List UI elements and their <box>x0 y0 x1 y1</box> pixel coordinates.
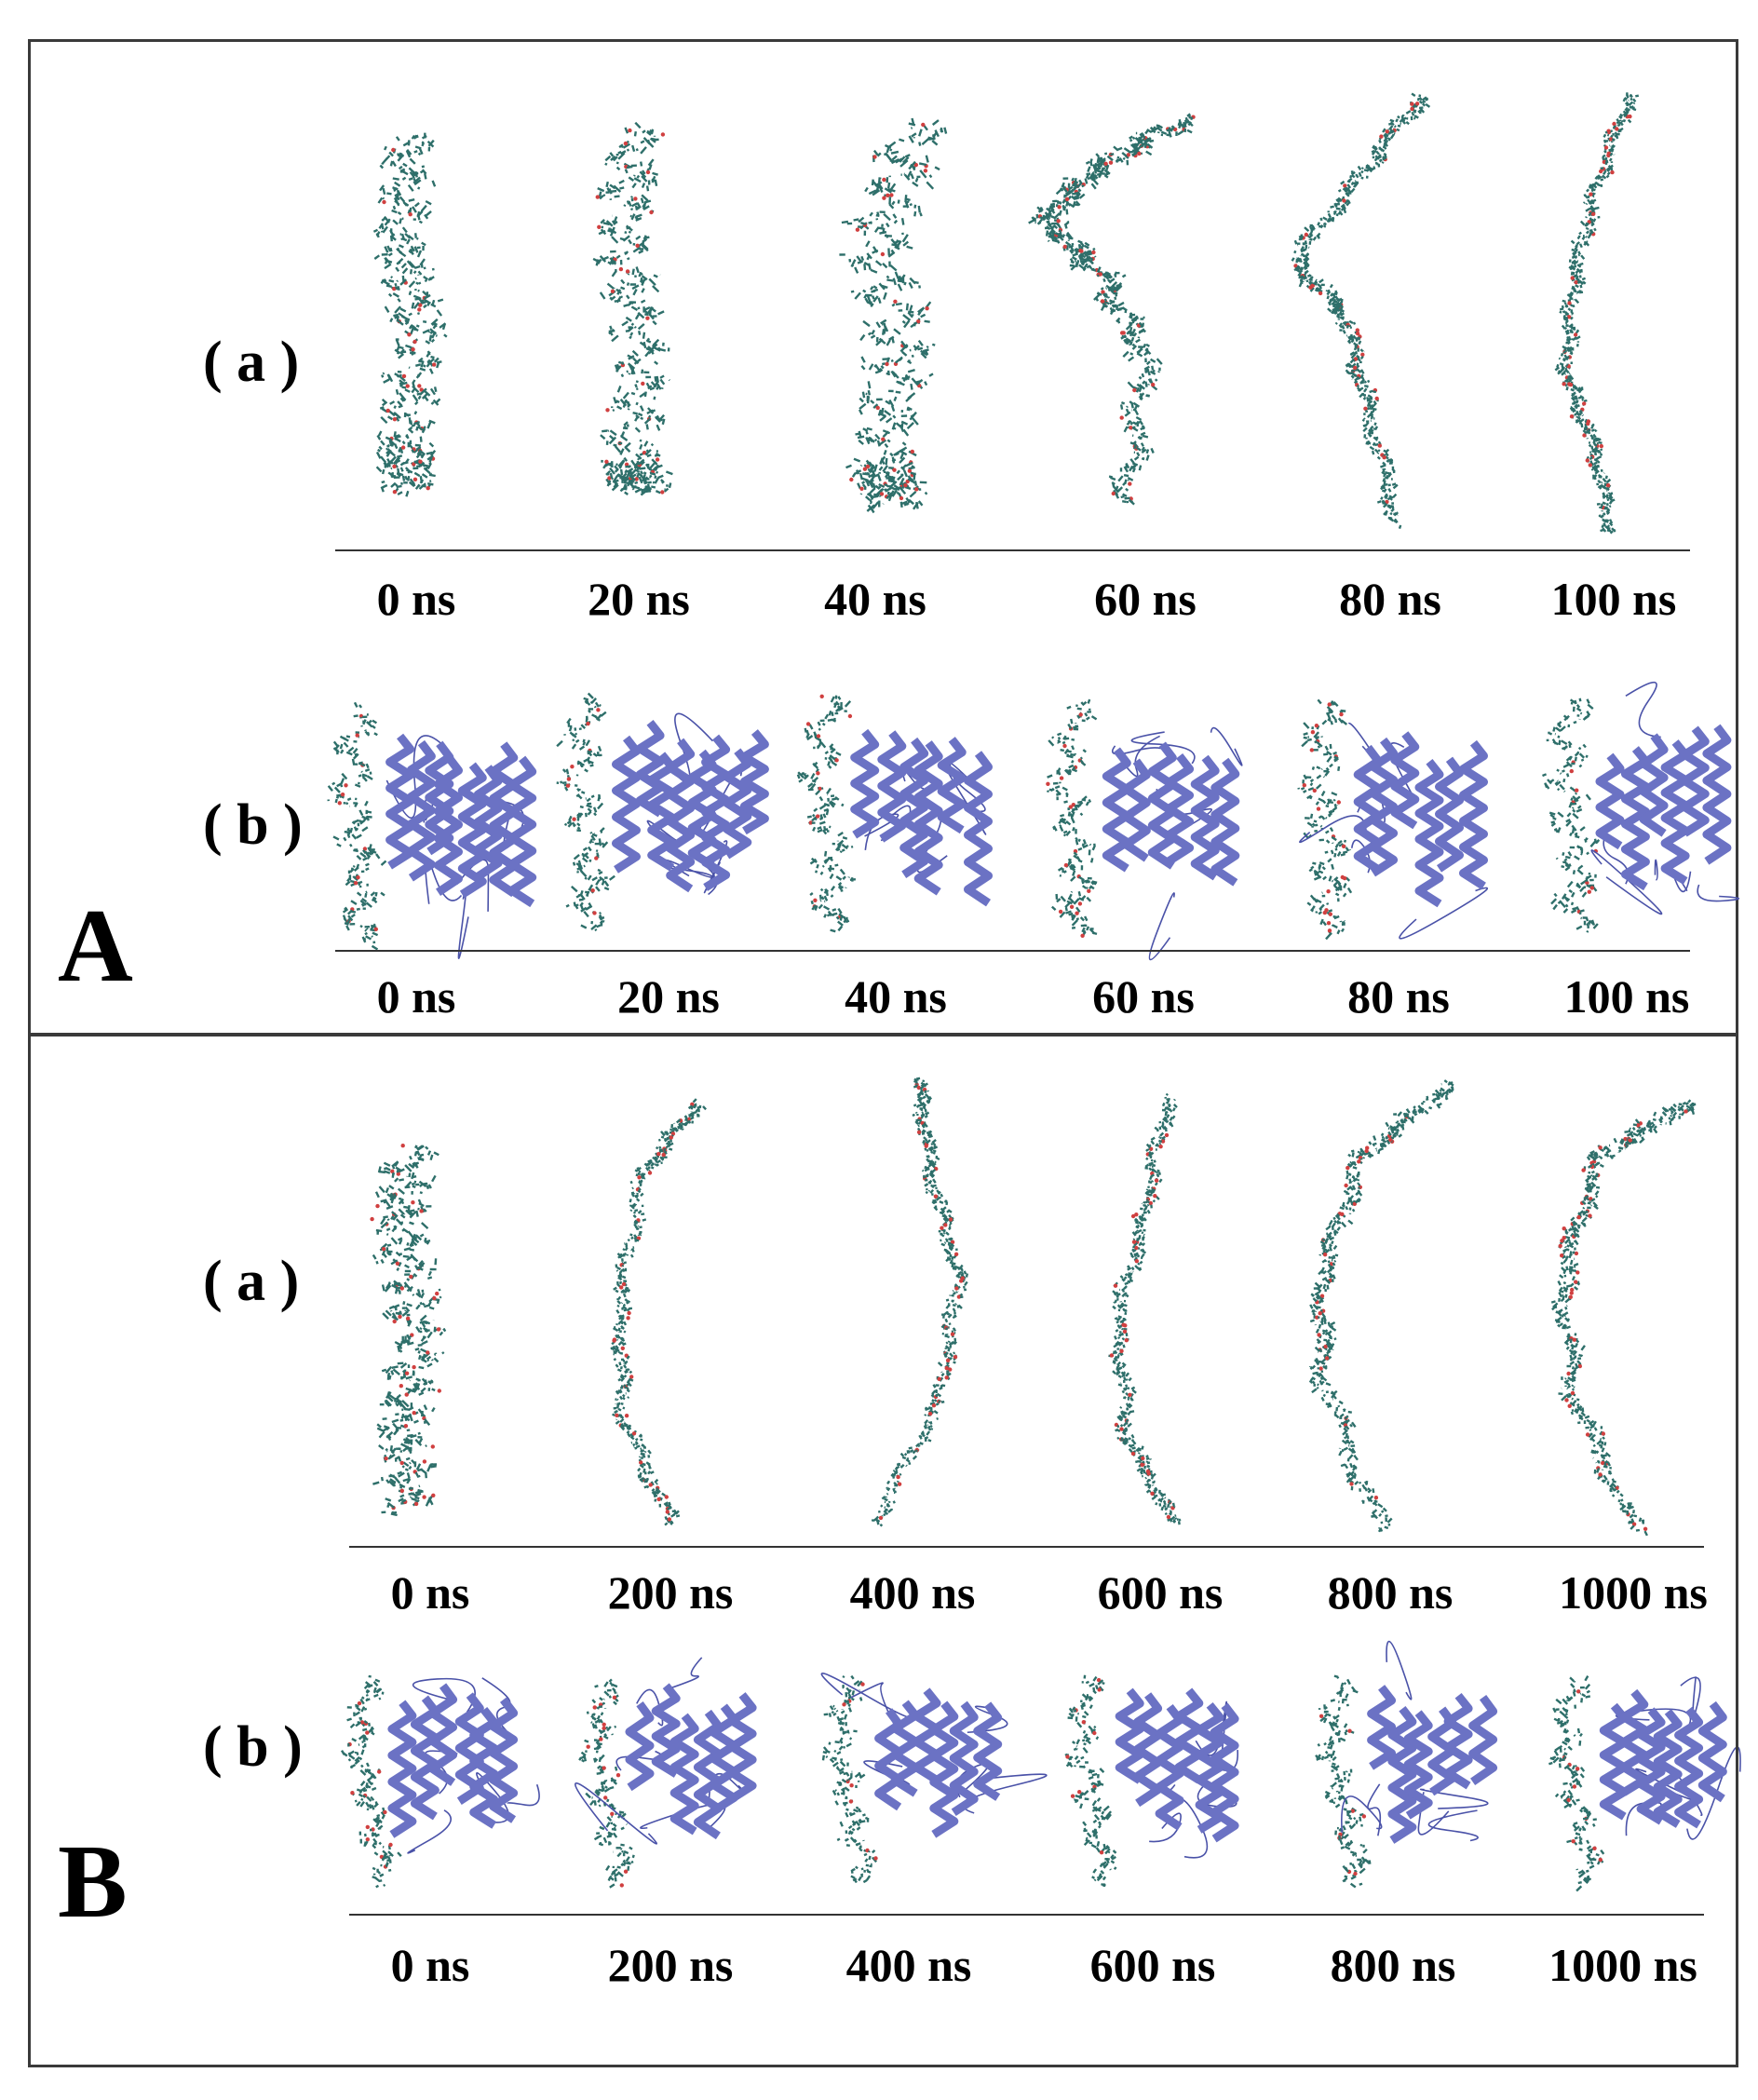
time-label: 200 ns <box>607 1939 734 1991</box>
polysaccharide-chain <box>1554 92 1640 535</box>
protein-cartoon <box>612 712 769 896</box>
polysaccharide-chain <box>370 1144 447 1517</box>
time-label: 1000 ns <box>1548 1939 1697 1991</box>
protein-cartoon <box>850 728 993 907</box>
panel-b-label: B <box>58 1824 128 1940</box>
polysaccharide-chain <box>340 1674 402 1889</box>
panel-a-row-a-label: ( a ) <box>203 331 300 394</box>
time-label: 800 ns <box>1330 1939 1456 1991</box>
polysaccharide-chain <box>1064 1674 1117 1888</box>
protein-cartoon <box>575 1657 757 1845</box>
time-label: 0 ns <box>390 1939 470 1991</box>
panel-b-row-a-label: ( a ) <box>203 1250 300 1313</box>
time-label: 80 ns <box>1347 970 1450 1023</box>
protein-cartoon <box>1115 1687 1239 1859</box>
time-label: 0 ns <box>390 1566 470 1619</box>
polysaccharide-chain <box>1548 1675 1605 1892</box>
polysaccharide-chain <box>839 117 948 514</box>
panel-a-row-b-label: ( b ) <box>203 793 303 857</box>
time-label: 80 ns <box>1339 573 1441 625</box>
polysaccharide-chain <box>372 132 448 497</box>
protein-cartoon <box>387 1677 540 1854</box>
polysaccharide-chain <box>796 694 857 933</box>
time-label: 20 ns <box>617 970 720 1023</box>
time-label: 800 ns <box>1327 1566 1454 1619</box>
panel-b <box>28 1034 1738 2067</box>
polysaccharide-chain <box>1308 1079 1454 1533</box>
panel-b-row-a-axis <box>349 1546 1704 1548</box>
polysaccharide-chain <box>1046 698 1098 938</box>
polysaccharide-chain <box>556 692 615 932</box>
time-label: 20 ns <box>588 573 690 625</box>
time-label: 60 ns <box>1094 573 1197 625</box>
time-label: 400 ns <box>849 1566 976 1619</box>
time-label: 600 ns <box>1097 1566 1224 1619</box>
polysaccharide-chain <box>592 121 673 496</box>
protein-cartoon <box>1102 726 1243 961</box>
panel-a-row-a-axis <box>335 549 1690 551</box>
polysaccharide-chain <box>1550 1099 1697 1537</box>
time-label: 0 ns <box>376 970 456 1023</box>
polysaccharide-chain <box>821 1674 878 1884</box>
time-label: 1000 ns <box>1559 1566 1708 1619</box>
polysaccharide-chain <box>1108 1092 1182 1525</box>
time-label: 60 ns <box>1092 970 1195 1023</box>
polysaccharide-chain <box>871 1077 968 1527</box>
polysaccharide-chain <box>578 1678 635 1889</box>
polysaccharide-chain <box>1297 698 1353 941</box>
polysaccharide-chain <box>327 701 387 951</box>
time-label: 100 ns <box>1550 573 1677 625</box>
panel-a-label: A <box>58 888 133 1004</box>
protein-cartoon <box>1341 1640 1498 1844</box>
protein-cartoon <box>1299 722 1488 940</box>
protein-cartoon <box>1590 681 1740 915</box>
time-label: 0 ns <box>376 573 456 625</box>
time-label: 40 ns <box>845 970 947 1023</box>
panel-b-row-b-label: ( b ) <box>203 1715 303 1779</box>
protein-cartoon <box>1599 1676 1741 1840</box>
polysaccharide-chain <box>1028 113 1196 506</box>
time-label: 200 ns <box>607 1566 734 1619</box>
time-label: 400 ns <box>845 1939 972 1991</box>
time-label: 600 ns <box>1089 1939 1216 1991</box>
polysaccharide-chain <box>1291 92 1431 529</box>
protein-cartoon <box>385 733 537 959</box>
panel-a-row-b-axis <box>335 950 1690 952</box>
polysaccharide-chain <box>1315 1674 1372 1889</box>
polysaccharide-chain <box>1542 698 1601 933</box>
time-label: 100 ns <box>1563 970 1690 1023</box>
panel-b-row-b-axis <box>349 1914 1704 1916</box>
time-label: 40 ns <box>824 573 926 625</box>
polysaccharide-chain <box>610 1098 707 1526</box>
protein-cartoon <box>820 1673 1048 1838</box>
